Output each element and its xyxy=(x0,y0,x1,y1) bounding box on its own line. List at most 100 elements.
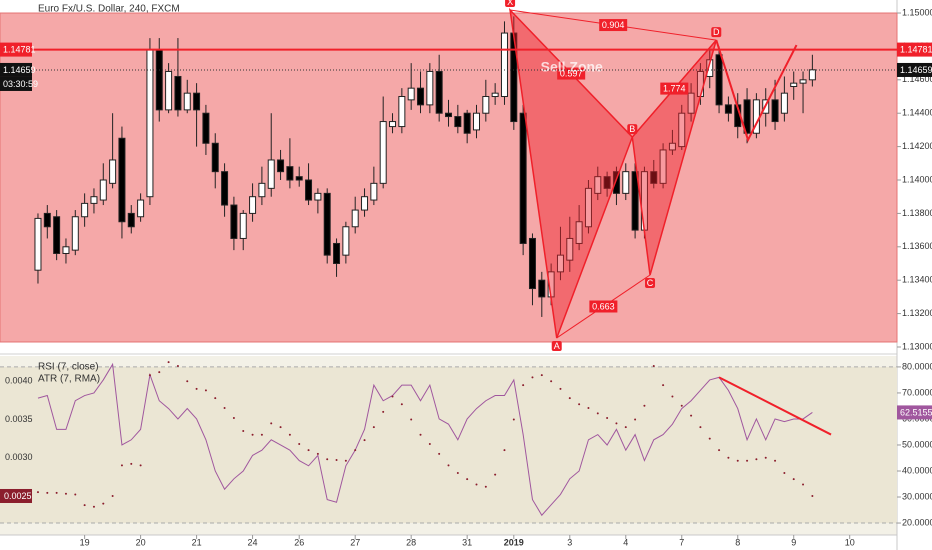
candle-body xyxy=(631,171,639,231)
candle-body xyxy=(127,212,135,228)
candle-body xyxy=(519,112,527,244)
atr-dot xyxy=(195,387,198,390)
atr-dot xyxy=(130,462,133,465)
rsi-tick-label: 20.0000 xyxy=(902,517,932,527)
last-price-box-left xyxy=(0,62,32,77)
candle-body xyxy=(715,54,723,106)
x-tick-label: 26 xyxy=(294,537,304,547)
atr-dot xyxy=(540,374,543,377)
y-tick-label: 1.14400 xyxy=(902,108,932,118)
atr-dot xyxy=(83,504,86,507)
ratio-label: 0.904 xyxy=(602,20,625,30)
point-label: X xyxy=(507,0,513,7)
atr-dot xyxy=(167,361,170,364)
atr-dot xyxy=(512,418,515,421)
candle-body xyxy=(426,70,434,106)
y-tick-label: 1.13800 xyxy=(902,208,932,218)
y-tick-label: 1.14600 xyxy=(902,74,932,84)
candle-body xyxy=(584,187,592,228)
ratio-box xyxy=(589,300,618,313)
atr-dot xyxy=(232,416,235,419)
atr-dot xyxy=(634,418,637,421)
ratio-label: 1.774 xyxy=(663,83,686,93)
candle-body xyxy=(687,92,695,114)
ratio-box xyxy=(599,19,628,32)
x-tick-label: 7 xyxy=(679,537,684,547)
candle-body xyxy=(118,137,126,223)
countdown-box xyxy=(0,76,32,91)
last-price-label-left: 1.14659 xyxy=(3,65,36,75)
candle-body xyxy=(407,87,415,101)
ratio-label: 0.663 xyxy=(592,301,615,311)
candle-body xyxy=(62,246,70,254)
x-tick-label: 27 xyxy=(350,537,360,547)
atr-dot xyxy=(223,407,226,410)
atr-dot xyxy=(652,364,655,367)
atr-dot xyxy=(354,449,357,452)
atr-dot xyxy=(316,452,319,455)
atr-dot xyxy=(503,449,506,452)
candle-body xyxy=(342,226,350,256)
atr-dot xyxy=(792,478,795,481)
candle-body xyxy=(137,199,145,218)
candle-body xyxy=(603,176,611,189)
candle-body xyxy=(808,69,816,81)
atr-dot xyxy=(288,433,291,436)
atr-last-box xyxy=(0,488,32,503)
atr-dot xyxy=(587,407,590,410)
x-tick-label: 10 xyxy=(845,537,855,547)
atr-dot xyxy=(120,464,123,467)
atr-dot xyxy=(64,492,67,495)
x-tick-label: 28 xyxy=(406,537,416,547)
x-tick-label: 21 xyxy=(192,537,202,547)
candle-body xyxy=(389,121,397,128)
atr-dot xyxy=(718,449,721,452)
candle-body xyxy=(53,216,61,254)
candle-body xyxy=(221,171,229,206)
candle-body xyxy=(183,92,191,111)
candle-body xyxy=(454,116,462,128)
candle-body xyxy=(491,92,499,98)
atr-dot xyxy=(475,483,478,486)
atr-tick-label: 0.0030 xyxy=(5,452,33,462)
point-label: C xyxy=(647,278,654,288)
candle-body xyxy=(482,96,490,114)
atr-dot xyxy=(139,464,142,467)
candle-body xyxy=(295,176,303,181)
atr-dot xyxy=(372,426,375,429)
zone-label: Sell Zone xyxy=(541,58,603,74)
candle-body xyxy=(71,216,79,251)
atr-dot xyxy=(568,397,571,400)
projection-line xyxy=(715,39,798,143)
candle-body xyxy=(743,99,751,134)
point-label: A xyxy=(554,341,560,351)
candle-body xyxy=(286,166,294,181)
sell-zone xyxy=(0,12,898,343)
candle-body xyxy=(258,182,266,198)
candle-body xyxy=(109,159,117,184)
atr-dot xyxy=(148,374,151,377)
atr-dot xyxy=(522,384,525,387)
x-tick-label: 3 xyxy=(567,537,572,547)
atr-dot xyxy=(578,403,581,406)
candle-body xyxy=(463,112,471,134)
x-tick-label: 2019 xyxy=(504,537,524,547)
candle-body xyxy=(790,82,798,87)
rsi-tick-label: 30.0000 xyxy=(902,491,932,501)
legend-atr: ATR (7, RMA) xyxy=(38,374,100,385)
atr-dot xyxy=(102,502,105,505)
atr-dot xyxy=(802,483,805,486)
chart-title: Euro Fx/U.S. Dollar, 240, FXCM xyxy=(38,4,180,15)
candle-body xyxy=(771,99,779,123)
atr-dot xyxy=(186,380,189,383)
atr-dot xyxy=(410,418,413,421)
atr-dot xyxy=(624,426,627,429)
candle-body xyxy=(81,202,89,218)
atr-dot xyxy=(400,403,403,406)
candle-body xyxy=(594,176,602,194)
candle-body xyxy=(500,32,508,98)
atr-dot xyxy=(74,493,77,496)
atr-dot xyxy=(643,404,646,407)
y-tick-label: 1.13200 xyxy=(902,308,932,318)
